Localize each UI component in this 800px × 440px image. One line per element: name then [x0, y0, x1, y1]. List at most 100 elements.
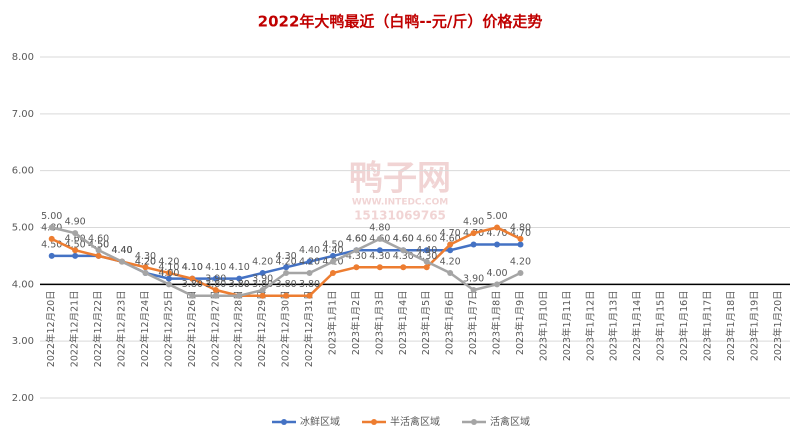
data-label: 4.20: [510, 256, 531, 267]
data-label: 4.00: [158, 268, 179, 279]
data-label: 4.60: [393, 234, 414, 245]
x-tick-label: 2023年1月5日: [420, 290, 432, 355]
x-tick-label: 2022年12月25日: [162, 290, 174, 367]
point: [283, 292, 290, 299]
data-label: 3.80: [182, 279, 203, 290]
point: [447, 241, 454, 248]
point: [423, 247, 430, 254]
data-label: 4.10: [182, 262, 203, 273]
point: [259, 287, 266, 294]
data-label: 4.40: [299, 245, 320, 256]
point: [165, 281, 172, 288]
point: [142, 269, 149, 276]
point: [142, 264, 149, 271]
x-tick-label: 2023年1月12日: [584, 290, 596, 361]
data-label: 4.30: [393, 251, 414, 262]
point: [48, 252, 55, 259]
point: [72, 230, 79, 237]
x-tick-label: 2022年12月24日: [139, 290, 151, 367]
data-label: 4.70: [440, 228, 461, 239]
x-tick-label: 2023年1月13日: [608, 290, 620, 361]
data-label: 4.30: [135, 251, 156, 262]
x-tick-label: 2022年12月31日: [303, 290, 315, 367]
y-tick-label: 2.00: [12, 393, 34, 404]
point: [517, 241, 524, 248]
data-label: 4.10: [182, 262, 203, 273]
point: [189, 292, 196, 299]
data-label: 4.50: [322, 239, 343, 250]
legend-label: 半活禽区域: [390, 415, 440, 428]
data-label: 5.00: [41, 211, 62, 222]
point: [517, 235, 524, 242]
point: [306, 258, 313, 265]
point: [353, 264, 360, 271]
data-label: 4.90: [65, 217, 86, 228]
point: [72, 247, 79, 254]
data-label: 4.40: [111, 245, 132, 256]
x-tick-label: 2023年1月18日: [725, 290, 737, 361]
point: [212, 292, 219, 299]
watermark-site: WWW.INTEDC.COM: [352, 198, 448, 208]
watermark-phone: 15131069765: [354, 209, 446, 223]
point: [329, 252, 336, 259]
y-tick-label: 3.00: [12, 336, 34, 347]
point: [212, 287, 219, 294]
data-label: 4.30: [416, 251, 437, 262]
point: [212, 275, 219, 282]
data-label: 4.60: [440, 234, 461, 245]
legend-label: 活禽区域: [490, 415, 530, 428]
x-tick-label: 2023年1月17日: [701, 290, 713, 361]
y-tick-label: 6.00: [12, 166, 34, 177]
y-tick-label: 8.00: [12, 52, 34, 63]
data-label: 4.70: [486, 228, 507, 239]
data-label: 4.40: [111, 245, 132, 256]
point: [48, 224, 55, 231]
x-tick-label: 2023年1月15日: [655, 290, 667, 361]
data-label: 4.50: [88, 239, 109, 250]
chart-title: 2022年大鸭最近（白鸭--元/斤）价格走势: [258, 13, 543, 31]
legend-label: 冰鲜区域: [300, 415, 340, 428]
data-label: 4.50: [41, 239, 62, 250]
point: [353, 247, 360, 254]
point: [165, 275, 172, 282]
watermark: 鸭子网 WWW.INTEDC.COM 15131069765: [349, 159, 451, 223]
point: [95, 252, 102, 259]
x-tick-label: 2023年1月1日: [326, 290, 338, 355]
x-tick-label: 2022年12月27日: [209, 290, 221, 367]
data-label: 4.90: [463, 217, 484, 228]
point: [165, 269, 172, 276]
y-tick-label: 5.00: [12, 223, 34, 234]
data-label: 4.00: [486, 268, 507, 279]
point: [470, 241, 477, 248]
x-tick-label: 2023年1月2日: [350, 290, 362, 355]
point: [236, 275, 243, 282]
point: [72, 252, 79, 259]
x-tick-label: 2022年12月29日: [256, 290, 268, 367]
x-tick-label: 2022年12月23日: [116, 290, 128, 367]
data-label: 4.20: [276, 256, 297, 267]
data-label: 4.60: [88, 234, 109, 245]
data-label: 4.50: [65, 239, 86, 250]
x-tick-label: 2022年12月28日: [233, 290, 245, 367]
data-label: 4.30: [276, 251, 297, 262]
point: [400, 264, 407, 271]
point: [423, 264, 430, 271]
data-label: 5.00: [486, 211, 507, 222]
point: [376, 264, 383, 271]
y-tick-label: 4.00: [12, 279, 34, 290]
x-tick-label: 2023年1月6日: [444, 290, 456, 355]
data-label: 4.10: [158, 262, 179, 273]
y-tick-label: 7.00: [12, 109, 34, 120]
point: [189, 275, 196, 282]
data-label: 3.80: [229, 279, 250, 290]
data-label: 3.80: [229, 279, 250, 290]
data-label: 3.80: [276, 279, 297, 290]
x-tick-label: 2022年12月22日: [92, 290, 104, 367]
point: [494, 281, 501, 288]
legend-marker: [281, 419, 287, 425]
point: [259, 269, 266, 276]
point: [329, 258, 336, 265]
data-label: 4.20: [135, 256, 156, 267]
x-tick-label: 2023年1月4日: [397, 290, 409, 355]
